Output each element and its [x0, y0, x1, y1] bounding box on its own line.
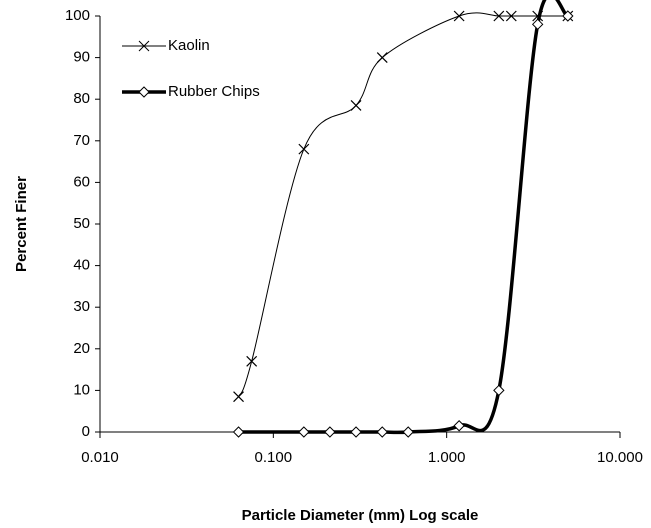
marker	[453, 420, 465, 432]
y-tick-label: 30	[73, 298, 90, 315]
marker	[246, 355, 258, 367]
y-tick-label: 60	[73, 173, 90, 190]
marker	[376, 52, 388, 64]
y-tick-label: 50	[73, 215, 90, 232]
y-axis-title: Percent Finer	[13, 176, 30, 272]
x-axis-title: Particle Diameter (mm) Log scale	[242, 507, 479, 524]
y-tick-label: 20	[73, 340, 90, 357]
marker	[402, 426, 414, 438]
y-tick-label: 90	[73, 49, 90, 66]
y-tick-label: 100	[65, 7, 90, 24]
marker	[298, 426, 310, 438]
legend-label: Kaolin	[168, 37, 210, 54]
x-tick-label: 0.100	[255, 449, 293, 466]
legend-marker	[138, 40, 150, 52]
marker	[562, 10, 574, 22]
legend-label: Rubber Chips	[168, 83, 260, 100]
x-tick-label: 0.010	[81, 449, 119, 466]
series-line	[238, 0, 570, 435]
marker	[350, 426, 362, 438]
marker	[324, 426, 336, 438]
y-tick-label: 10	[73, 381, 90, 398]
y-tick-label: 40	[73, 257, 90, 274]
y-tick-label: 80	[73, 90, 90, 107]
marker	[232, 426, 245, 438]
marker	[233, 391, 244, 403]
marker	[298, 143, 310, 155]
x-tick-label: 1.000	[428, 449, 466, 466]
marker	[493, 10, 505, 22]
marker	[505, 10, 517, 22]
marker	[453, 10, 465, 22]
y-tick-label: 70	[73, 132, 90, 149]
x-tick-label: 10.000	[597, 449, 643, 466]
marker	[376, 426, 388, 438]
y-tick-label: 0	[82, 423, 90, 440]
marker	[493, 384, 505, 397]
marker	[531, 18, 544, 31]
legend-marker	[138, 86, 150, 98]
marker	[350, 100, 362, 111]
